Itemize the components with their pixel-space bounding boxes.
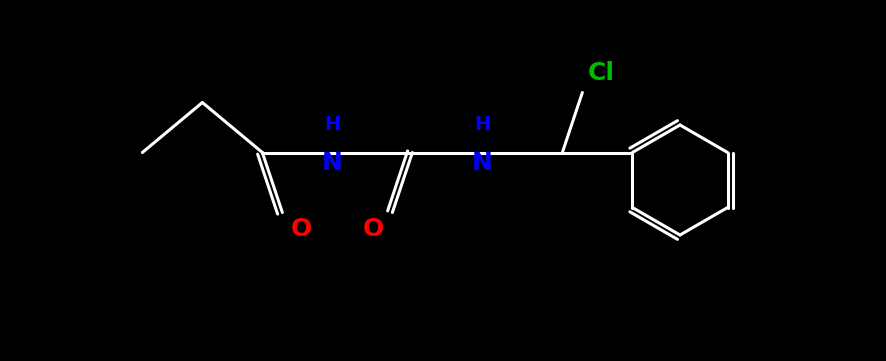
Text: H: H	[474, 116, 490, 135]
Text: N: N	[471, 151, 493, 174]
Text: O: O	[362, 217, 384, 242]
Text: N: N	[322, 151, 342, 174]
Text: O: O	[290, 217, 311, 242]
Text: H: H	[324, 116, 340, 135]
Text: Cl: Cl	[587, 61, 614, 84]
